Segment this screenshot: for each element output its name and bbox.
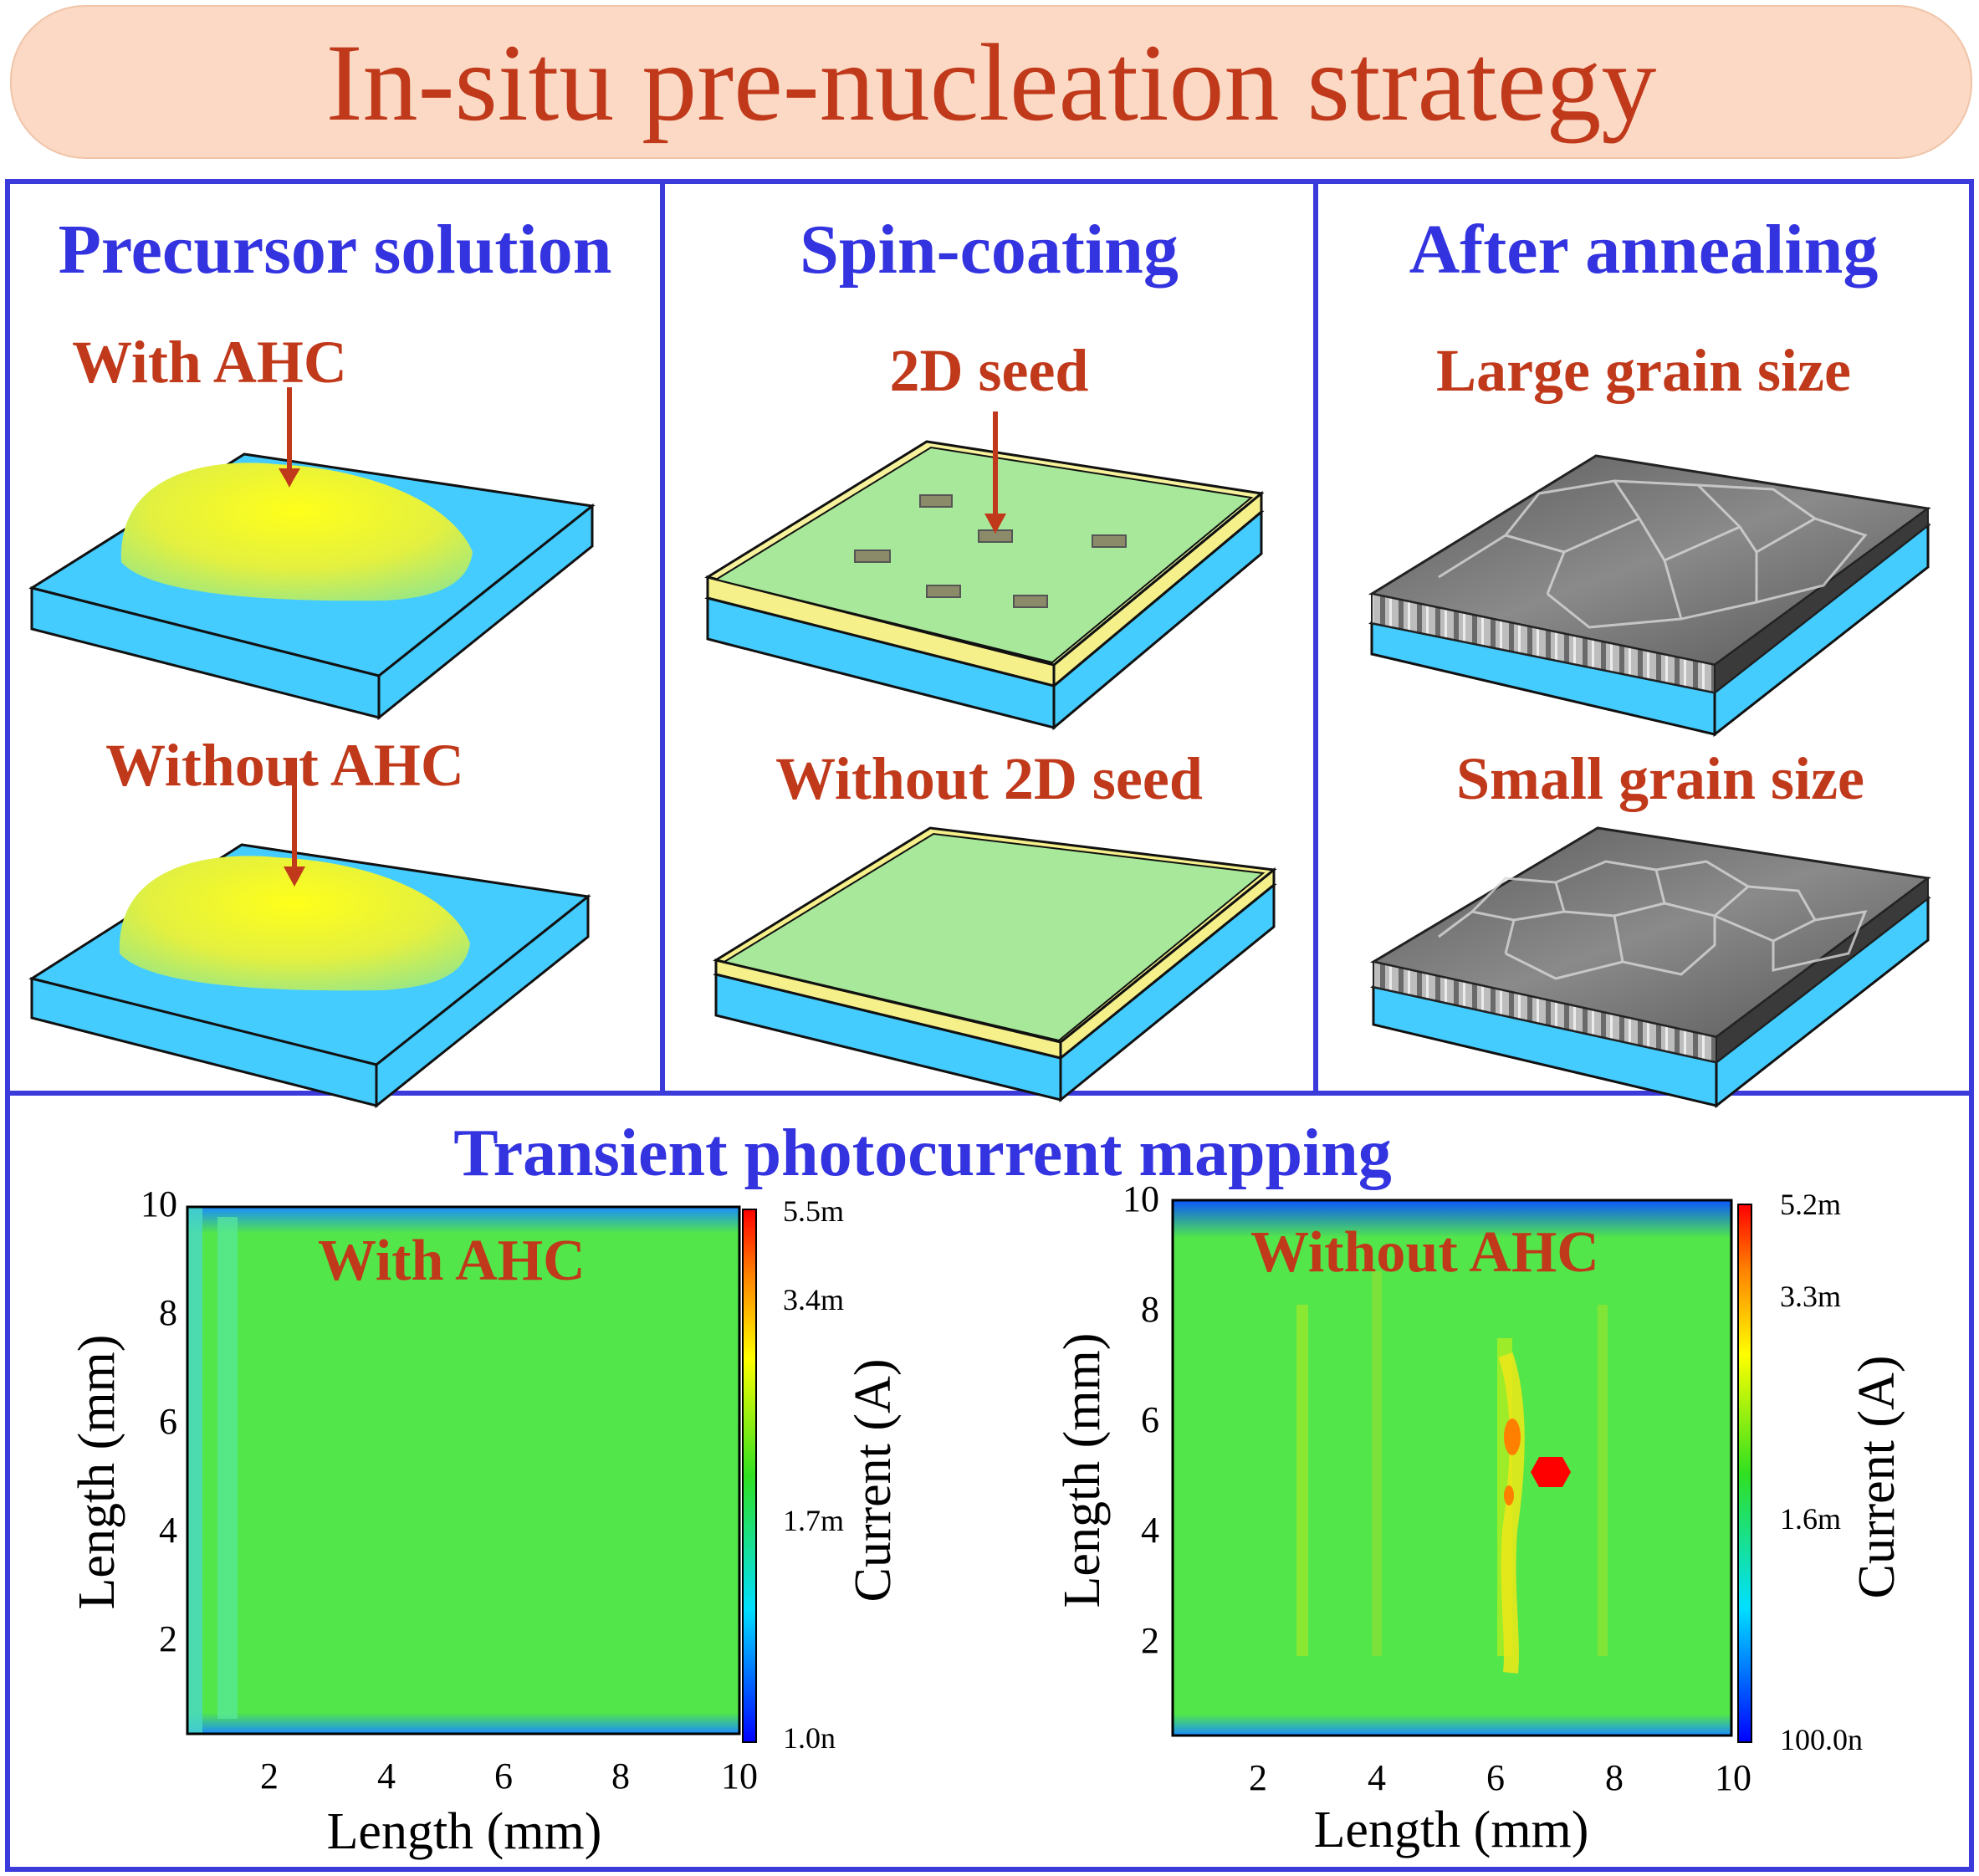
colorbar-tick: 100.0n: [1780, 1723, 1863, 1756]
x-tick: 2: [260, 1756, 279, 1797]
label-without-ahc: Without AHC: [105, 732, 464, 799]
y-tick: 8: [1141, 1289, 1159, 1330]
panel-mapping: Transient photocurrent mapping: [5, 1091, 1974, 1872]
x-axis-label: Length (mm): [327, 1803, 602, 1860]
x-tick: 10: [721, 1756, 758, 1797]
colorbar-tick: 5.2m: [1780, 1188, 1841, 1221]
y-tick: 10: [1122, 1178, 1159, 1219]
y-tick: 4: [1141, 1510, 1159, 1551]
colorbar-tick: 3.4m: [783, 1283, 844, 1316]
heatmap-without-ahc: [1173, 1200, 1731, 1735]
y-axis-label: Length (mm): [69, 1335, 125, 1610]
panel-precursor: Precursor solution With AHC Without AHC: [5, 179, 665, 1096]
x-tick: 4: [377, 1756, 396, 1797]
x-tick: 6: [494, 1756, 513, 1797]
x-tick: 4: [1368, 1757, 1386, 1798]
label-small-grain: Small grain size: [1456, 745, 1864, 812]
colorbar-tick: 1.6m: [1780, 1502, 1841, 1536]
x-tick: 10: [1715, 1757, 1751, 1798]
y-tick: 10: [141, 1183, 177, 1224]
column-title-spin: Spin-coating: [800, 211, 1179, 289]
x-tick: 8: [611, 1756, 630, 1797]
y-tick: 2: [159, 1618, 177, 1659]
heatmap-with-ahc: [187, 1207, 739, 1734]
mapping-title: Transient photocurrent mapping: [453, 1117, 1392, 1190]
y-tick: 6: [1141, 1399, 1159, 1440]
y-tick: 8: [159, 1292, 177, 1333]
axis-ticks-map1: 2 4 6 8 10 2 4 6 8 10 Length (mm) Length…: [69, 1183, 902, 1860]
x-tick: 6: [1486, 1757, 1505, 1798]
colorbar-without-ahc: [1737, 1204, 1752, 1743]
title-banner: In-situ pre-nucleation strategy: [10, 5, 1972, 159]
label-without-2d-seed: Without 2D seed: [775, 745, 1203, 812]
colorbar-tick: 3.3m: [1780, 1280, 1841, 1313]
colorbar-tick: 5.5m: [783, 1194, 844, 1228]
label-with-ahc: With AHC: [72, 329, 347, 396]
colorbar-label: Current (A): [845, 1359, 902, 1603]
axis-ticks-map2: 2 4 6 8 10 2 4 6 8 10 Length (mm) Length…: [1054, 1178, 1905, 1858]
x-axis-label: Length (mm): [1314, 1802, 1589, 1858]
map-label-without-ahc: Without AHC: [1250, 1220, 1599, 1285]
y-axis-label: Length (mm): [1054, 1333, 1111, 1608]
column-title-precursor: Precursor solution: [58, 211, 612, 289]
colorbar-tick: 1.7m: [783, 1504, 844, 1537]
colorbar-tick: 1.0n: [783, 1721, 836, 1755]
map-label-with-ahc: With AHC: [318, 1229, 586, 1293]
page-title: In-situ pre-nucleation strategy: [325, 20, 1657, 144]
colorbar-with-ahc: [742, 1209, 757, 1743]
y-tick: 2: [1141, 1620, 1159, 1661]
x-tick: 8: [1605, 1757, 1624, 1798]
x-tick: 2: [1249, 1757, 1267, 1798]
y-tick: 4: [159, 1510, 177, 1551]
colorbar-label: Current (A): [1849, 1356, 1905, 1599]
column-title-annealing: After annealing: [1409, 211, 1879, 289]
y-tick: 6: [159, 1401, 177, 1442]
label-large-grain: Large grain size: [1436, 337, 1851, 404]
label-2d-seed: 2D seed: [889, 337, 1089, 404]
